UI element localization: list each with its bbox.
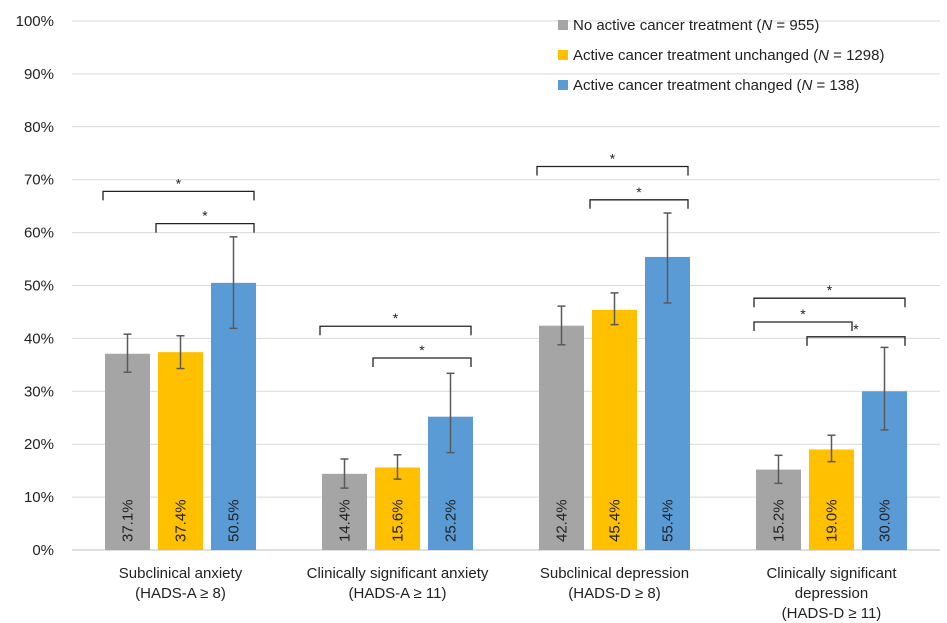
y-tick-label: 10%	[24, 489, 54, 506]
y-tick-label: 70%	[24, 172, 54, 189]
significance-star: *	[610, 150, 616, 166]
bar	[158, 352, 203, 550]
legend-label: Active cancer treatment unchanged (N = 1…	[573, 46, 885, 64]
significance-star: *	[636, 184, 642, 200]
significance-star: *	[176, 175, 182, 191]
bar	[375, 467, 420, 550]
x-category-label: (HADS-D ≥ 8)	[568, 585, 660, 602]
value-labels: 37.1% 14.4% 42.4% 15.2% 37.4% 15.6% 45.4% 19.0%…	[120, 499, 894, 542]
x-category-label: depression	[795, 585, 868, 602]
x-axis: Subclinical anxiety (HADS-A ≥ 8) Clinicall…	[119, 565, 898, 622]
significance-star: *	[800, 306, 806, 322]
significance-bracket	[753, 297, 906, 308]
y-tick-label: 30%	[24, 383, 54, 400]
x-category-label: (HADS-A ≥ 11)	[349, 585, 447, 602]
x-category-label: Subclinical depression	[540, 565, 689, 582]
data-label: 15.2%	[771, 499, 788, 542]
y-tick-label: 50%	[24, 278, 54, 295]
significance-bracket	[589, 199, 689, 209]
error-bars	[123, 212, 889, 489]
x-category-label: (HADS-D ≥ 11)	[782, 605, 882, 622]
data-label: 42.4%	[554, 499, 571, 542]
x-category-label: Clinically significant	[766, 565, 897, 582]
y-tick-label: 60%	[24, 225, 54, 242]
significance-star: *	[202, 208, 208, 224]
significance-star: *	[827, 282, 833, 298]
significance-star: *	[419, 342, 425, 358]
bars	[105, 256, 907, 550]
significance-bracket	[753, 321, 853, 332]
y-tick-label: 100%	[16, 13, 54, 30]
legend-item-active-treatment-changed: Active cancer treatment changed (N = 138…	[558, 70, 884, 100]
legend-swatch	[558, 80, 568, 90]
bar	[592, 309, 637, 550]
bar	[809, 449, 854, 550]
bar	[539, 325, 584, 550]
x-category-label: (HADS-A ≥ 8)	[135, 585, 226, 602]
significance-bracket	[372, 357, 472, 367]
data-label: 55.4%	[660, 499, 677, 542]
data-label: 50.5%	[226, 499, 243, 542]
y-tick-label: 80%	[24, 119, 54, 136]
significance-bracket	[155, 222, 255, 233]
x-category-label: Subclinical anxiety	[119, 565, 243, 582]
bar	[645, 256, 690, 550]
bar	[105, 353, 150, 550]
y-axis: 0% 10% 20% 30% 40% 50% 60% 70% 80% 90% 100%	[16, 13, 54, 559]
legend: No active cancer treatment (N = 955) Act…	[558, 10, 884, 100]
data-label: 30.0%	[877, 499, 894, 542]
significance-brackets: * * * * * * * * *	[102, 150, 906, 367]
y-tick-label: 40%	[24, 330, 54, 347]
legend-swatch	[558, 20, 568, 30]
data-label: 15.6%	[390, 499, 407, 542]
data-label: 37.1%	[120, 499, 137, 542]
x-category-label: Clinically significant anxiety	[307, 565, 489, 582]
legend-label: No active cancer treatment (N = 955)	[573, 16, 820, 34]
y-tick-label: 90%	[24, 66, 54, 83]
legend-item-active-treatment-unchanged: Active cancer treatment unchanged (N = 1…	[558, 40, 884, 70]
significance-bracket	[536, 165, 689, 176]
legend-item-no-active-treatment: No active cancer treatment (N = 955)	[558, 10, 884, 40]
y-tick-label: 0%	[32, 542, 54, 559]
significance-bracket	[102, 190, 255, 201]
significance-bracket	[806, 336, 906, 346]
data-label: 45.4%	[607, 499, 624, 542]
significance-star: *	[393, 310, 399, 326]
data-label: 25.2%	[443, 499, 460, 542]
legend-swatch	[558, 50, 568, 60]
data-label: 19.0%	[824, 499, 841, 542]
y-tick-label: 20%	[24, 436, 54, 453]
significance-bracket	[319, 325, 472, 336]
legend-label: Active cancer treatment changed (N = 138…	[573, 76, 860, 94]
significance-star: *	[853, 321, 859, 337]
data-label: 37.4%	[173, 499, 190, 542]
data-label: 14.4%	[337, 499, 354, 542]
